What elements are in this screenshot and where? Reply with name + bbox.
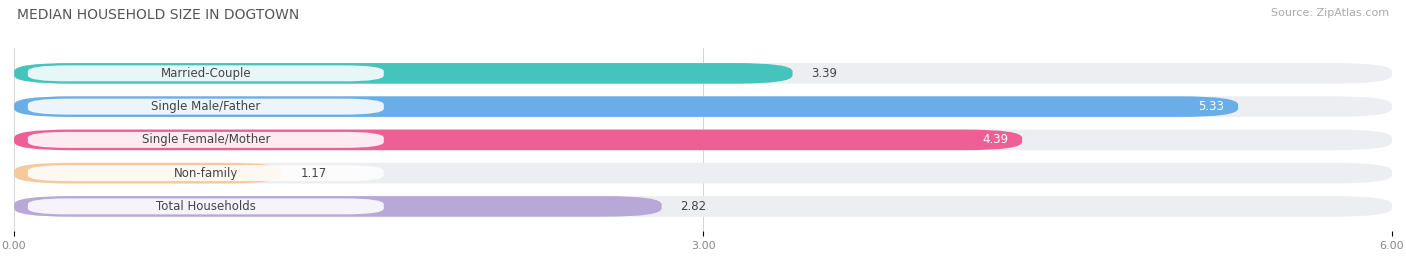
Text: Total Households: Total Households [156,200,256,213]
FancyBboxPatch shape [28,199,384,214]
Text: 1.17: 1.17 [301,167,328,180]
Text: 4.39: 4.39 [983,133,1008,146]
Text: 5.33: 5.33 [1198,100,1225,113]
Text: Single Male/Father: Single Male/Father [150,100,260,113]
FancyBboxPatch shape [14,63,1392,84]
FancyBboxPatch shape [28,65,384,81]
FancyBboxPatch shape [14,163,1392,183]
FancyBboxPatch shape [14,196,1392,217]
Text: Single Female/Mother: Single Female/Mother [142,133,270,146]
FancyBboxPatch shape [14,96,1392,117]
FancyBboxPatch shape [28,132,384,148]
Text: 2.82: 2.82 [681,200,706,213]
FancyBboxPatch shape [28,99,384,115]
Text: Married-Couple: Married-Couple [160,67,252,80]
FancyBboxPatch shape [14,96,1239,117]
FancyBboxPatch shape [14,196,662,217]
FancyBboxPatch shape [14,63,793,84]
FancyBboxPatch shape [28,165,384,181]
Text: Source: ZipAtlas.com: Source: ZipAtlas.com [1271,8,1389,18]
FancyBboxPatch shape [14,163,283,183]
FancyBboxPatch shape [14,130,1392,150]
FancyBboxPatch shape [14,130,1022,150]
Text: Non-family: Non-family [173,167,238,180]
Text: MEDIAN HOUSEHOLD SIZE IN DOGTOWN: MEDIAN HOUSEHOLD SIZE IN DOGTOWN [17,8,299,22]
Text: 3.39: 3.39 [811,67,837,80]
